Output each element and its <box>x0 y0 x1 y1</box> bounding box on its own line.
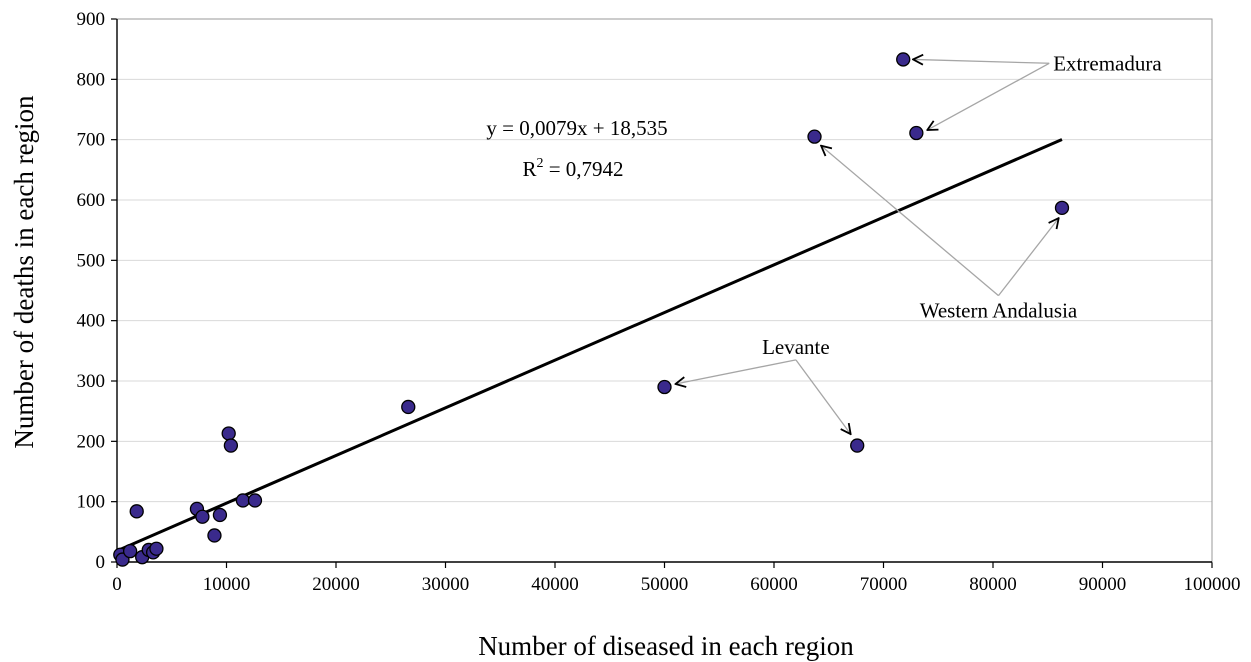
x-tick-label: 20000 <box>312 574 360 595</box>
regression-equation: y = 0,0079x + 18,535 <box>486 116 667 140</box>
x-tick-label: 50000 <box>641 574 689 595</box>
y-tick-label: 600 <box>77 190 106 211</box>
annotation-label: Western Andalusia <box>920 299 1078 323</box>
y-tick-label: 800 <box>77 69 106 90</box>
x-tick-label: 0 <box>112 574 122 595</box>
y-tick-label: 500 <box>77 250 106 271</box>
y-axis-title: Number of deaths in each region <box>9 95 39 449</box>
y-tick-label: 200 <box>77 431 106 452</box>
data-point <box>122 543 138 559</box>
data-point <box>909 125 924 141</box>
data-point <box>223 438 239 453</box>
x-tick-label: 80000 <box>969 574 1017 595</box>
x-tick-label: 90000 <box>1079 574 1127 595</box>
r-squared: R2 = 0,7942 <box>522 156 623 181</box>
annotation-arrow <box>927 62 1050 130</box>
data-points <box>113 52 1070 567</box>
x-axis-title: Number of diseased in each region <box>478 631 854 661</box>
x-tick-label: 70000 <box>860 574 908 595</box>
data-point <box>850 438 865 453</box>
annotation-label: Extremadura <box>1053 51 1162 75</box>
regression-line <box>116 138 1063 553</box>
data-point <box>401 399 416 415</box>
tick-labels: 0 100 200 300 400 500 600 700 800 900 0 10000 20000 3… <box>77 9 1241 595</box>
axes <box>111 18 1213 568</box>
x-tick-label: 100000 <box>1184 574 1241 595</box>
trendline <box>116 138 1063 553</box>
annotation-arrow <box>913 59 1050 63</box>
y-tick-label: 300 <box>77 371 106 392</box>
annotation-label: Levante <box>762 335 830 359</box>
data-point <box>807 129 822 144</box>
annotations: Extremadura Western Andalusia Levante <box>675 51 1162 434</box>
data-point <box>247 493 263 508</box>
y-tick-label: 400 <box>77 311 106 332</box>
data-point <box>212 507 228 523</box>
data-point <box>657 379 672 395</box>
annotation-arrow <box>675 359 797 384</box>
x-tick-label: 40000 <box>531 574 579 595</box>
gridlines <box>117 18 1212 503</box>
data-point <box>221 426 236 441</box>
x-tick-label: 30000 <box>422 574 470 595</box>
y-tick-label: 700 <box>77 130 106 151</box>
data-point <box>149 541 164 556</box>
annotation-arrow <box>821 146 999 297</box>
y-tick-label: 100 <box>77 492 106 513</box>
data-point <box>235 493 251 508</box>
data-point <box>195 509 210 524</box>
data-point <box>1054 200 1070 215</box>
annotation-arrow <box>997 218 1058 297</box>
data-point <box>207 528 222 543</box>
y-tick-label: 0 <box>96 552 106 573</box>
y-tick-label: 900 <box>77 9 106 30</box>
data-point <box>129 504 144 519</box>
annotation-arrow <box>795 359 851 434</box>
data-point <box>896 52 911 67</box>
x-tick-label: 10000 <box>203 574 251 595</box>
x-tick-label: 60000 <box>750 574 798 595</box>
